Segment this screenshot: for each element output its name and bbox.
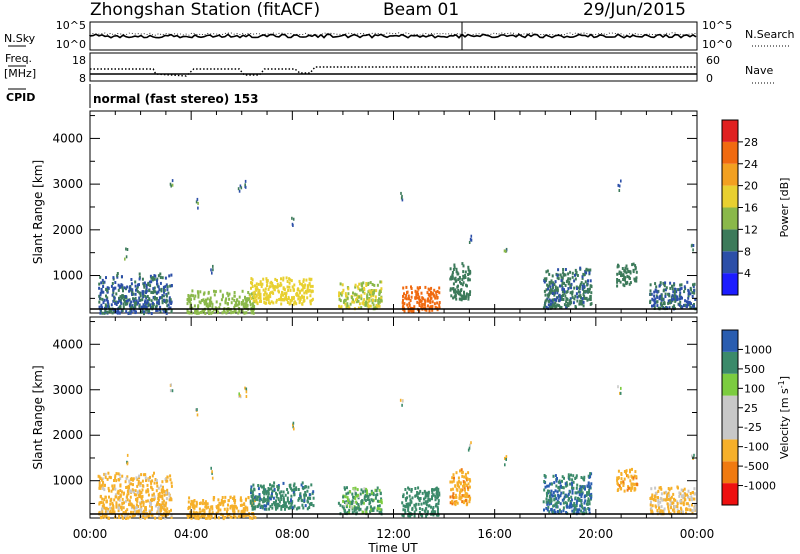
- velocity-colorbar-segment-4: [722, 395, 738, 418]
- power-colorbar-segment-1: [722, 251, 738, 274]
- nsearch-tick-top: 10^5: [702, 19, 732, 32]
- velocity-colorbar-segment-3: [722, 417, 738, 440]
- power-y-tick-label-4000: 4000: [52, 131, 83, 145]
- power-echo-region-0: [98, 272, 173, 316]
- velocity-y-tick-label-4000: 4000: [52, 337, 83, 351]
- velocity-colorbar-label-0: 1000: [744, 343, 772, 356]
- x-tick-label-5: 20:00: [579, 527, 614, 541]
- nsky-tick-bottom: 10^0: [56, 38, 86, 51]
- velocity-colorbar-segment-2: [722, 439, 738, 462]
- nave-trace: [90, 66, 697, 77]
- velocity-colorbar-label-1: 500: [744, 363, 765, 376]
- nsky-trace: [89, 33, 697, 39]
- velocity-colorbar-title: Velocity [m s-1]: [777, 376, 792, 459]
- velocity-echo-region-3: [337, 486, 383, 516]
- power-colorbar-label-6: 28: [744, 136, 758, 149]
- x-axis-label: Time UT: [367, 541, 418, 554]
- x-tick-label-1: 04:00: [174, 527, 209, 541]
- velocity-colorbar-segment-1: [722, 461, 738, 484]
- beam-label: Beam 01: [383, 0, 460, 20]
- freq-tick-bottom: 8: [79, 72, 86, 85]
- power-echo-region-5: [449, 262, 472, 302]
- power-colorbar-segment-7: [722, 120, 738, 142]
- velocity-colorbar-label-6: -500: [744, 460, 769, 473]
- power-echo-region-3: [338, 280, 383, 311]
- power-colorbar-title: Power [dB]: [778, 178, 791, 238]
- velocity-y-tick-label-2000: 2000: [52, 428, 83, 442]
- power-colorbar-label-1: 8: [744, 245, 751, 258]
- power-colorbar-segment-0: [722, 273, 738, 295]
- nave-tick-top: 60: [706, 54, 720, 67]
- velocity-colorbar-segment-7: [722, 330, 738, 352]
- x-tick-label-4: 16:00: [477, 527, 512, 541]
- power-echo-region-4: [401, 285, 441, 313]
- freq-label-top: Freq.: [5, 52, 32, 65]
- nsky-label: N.Sky: [4, 32, 36, 45]
- power-colorbar-label-5: 24: [744, 158, 758, 171]
- power-y-label: Slant Range [km]: [31, 160, 45, 264]
- nave-tick-bottom: 0: [706, 72, 713, 85]
- velocity-echo-region-6: [542, 472, 593, 516]
- velocity-colorbar-label-2: 100: [744, 382, 765, 395]
- freq-tick-top: 18: [72, 54, 86, 67]
- power-echo-region-6: [542, 266, 593, 311]
- velocity-echo-region-4: [401, 486, 441, 518]
- velocity-colorbar-label-3: 25: [744, 402, 758, 415]
- power-colorbar-segment-6: [722, 141, 738, 164]
- power-echo-region-2: [249, 276, 314, 306]
- nsky-tick-top: 10^5: [56, 19, 86, 32]
- velocity-plot-area: [89, 316, 698, 519]
- velocity-colorbar-segment-5: [722, 373, 738, 396]
- velocity-y-label: Slant Range [km]: [31, 365, 45, 469]
- nsearch-trace: [89, 32, 697, 36]
- power-colorbar-label-0: 4: [744, 267, 751, 280]
- power-y-tick-label-1000: 1000: [52, 269, 83, 283]
- power-colorbar-label-2: 12: [744, 223, 758, 236]
- cpid-text: normal (fast stereo) 153: [93, 92, 259, 106]
- velocity-colorbar-frame: [721, 329, 739, 506]
- x-tick-label-3: 12:00: [376, 527, 411, 541]
- power-echo-region-7: [616, 262, 638, 288]
- power-colorbar-segment-5: [722, 163, 738, 186]
- power-y-tick-label-2000: 2000: [52, 223, 83, 237]
- velocity-colorbar-label-4: -25: [744, 421, 762, 434]
- nsearch-tick-bottom: 10^0: [702, 38, 732, 51]
- velocity-echo-region-0: [97, 471, 173, 520]
- power-y-tick-label-3000: 3000: [52, 177, 83, 191]
- date-label: 29/Jun/2015: [583, 0, 686, 20]
- velocity-echo-layer: [97, 467, 697, 521]
- velocity-echo-region-2: [249, 481, 315, 511]
- velocity-y-tick-label-1000: 1000: [52, 474, 83, 488]
- power-sparse-echoes: [124, 179, 695, 275]
- power-colorbar-segment-3: [722, 207, 738, 230]
- velocity-y-tick-label-3000: 3000: [52, 383, 83, 397]
- plot-title: Zhongshan Station (fitACF): [90, 0, 321, 20]
- power-colorbar-segment-2: [722, 229, 738, 252]
- velocity-colorbar-segment-6: [722, 351, 738, 374]
- freq-label-unit: [MHz]: [4, 67, 36, 80]
- power-plot-area: [89, 110, 698, 314]
- velocity-echo-region-8: [649, 485, 697, 516]
- x-tick-label-6: 00:00: [680, 527, 715, 541]
- velocity-colorbar-label-5: -100: [744, 441, 769, 454]
- x-tick-label-0: 00:00: [73, 527, 108, 541]
- nsearch-label: N.Search: [745, 28, 795, 41]
- cpid-label: CPID: [6, 91, 35, 104]
- freq-panel-frame: [89, 52, 698, 82]
- nave-label: Nave: [745, 64, 773, 77]
- velocity-colorbar-label-7: -1000: [744, 480, 776, 493]
- velocity-echo-region-5: [449, 468, 472, 507]
- velocity-echo-region-7: [616, 467, 639, 493]
- x-tick-label-2: 08:00: [275, 527, 310, 541]
- power-colorbar-segment-4: [722, 185, 738, 208]
- power-colorbar-label-4: 20: [744, 180, 758, 193]
- power-colorbar-label-3: 16: [744, 202, 758, 215]
- velocity-colorbar-segment-0: [722, 483, 738, 505]
